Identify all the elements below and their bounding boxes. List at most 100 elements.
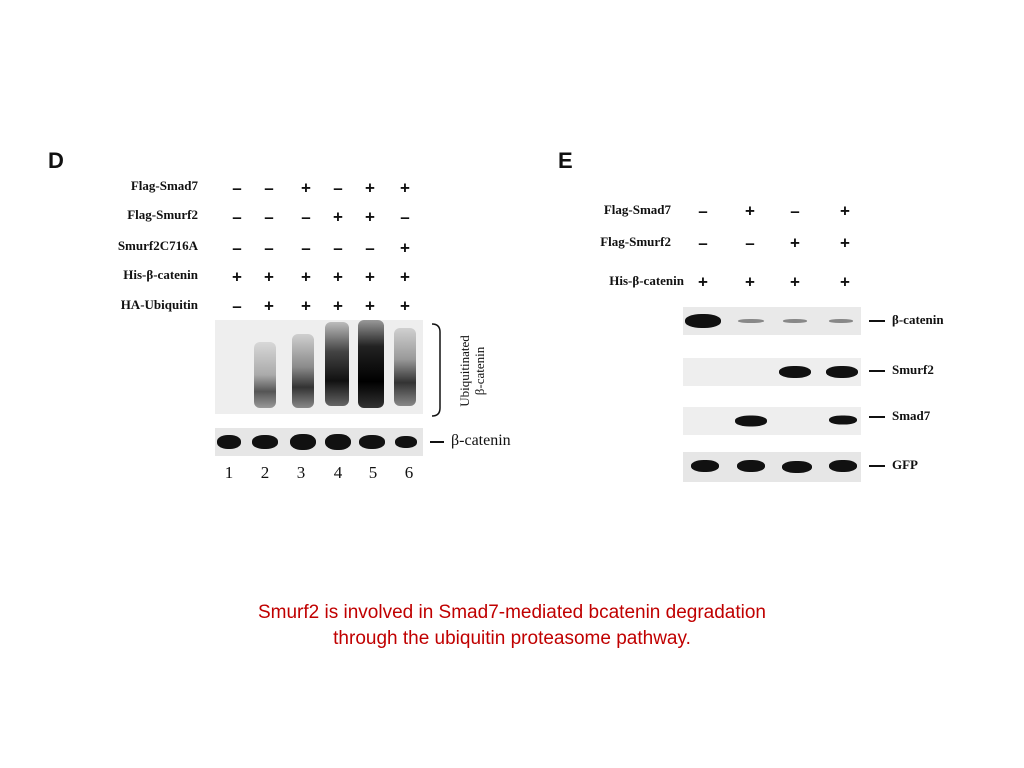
band xyxy=(252,435,278,449)
lane-number: 1 xyxy=(224,463,234,482)
panel-e-sign: + xyxy=(790,272,800,292)
panel-d-sign: + xyxy=(400,267,410,287)
caption-line-1: Smurf2 is involved in Smad7-mediated bca… xyxy=(257,602,767,623)
panel-d-letter: D xyxy=(48,148,64,173)
panel-d-sign: – xyxy=(264,238,274,258)
panel-e-smad7-blot xyxy=(683,407,861,435)
panel-d-sign: + xyxy=(365,178,375,198)
panel-d-sign: + xyxy=(400,238,410,258)
panel-e-smurf2-blot xyxy=(683,358,861,386)
band xyxy=(395,436,417,448)
smear-lane-5 xyxy=(358,320,384,408)
band xyxy=(738,319,764,323)
panel-d-row-label: Flag-Smurf2 xyxy=(127,207,198,222)
panel-e-sign: + xyxy=(745,201,755,221)
marker-dash xyxy=(869,416,885,418)
panel-e-letter: E xyxy=(558,148,573,173)
panel-d-sign: + xyxy=(333,296,343,316)
panel-d-ubiquitin-blot xyxy=(215,320,423,414)
band xyxy=(782,461,812,473)
panel-d-sign: + xyxy=(264,267,274,287)
panel-d-sign: – xyxy=(232,178,242,198)
smear-lane-2 xyxy=(254,342,276,408)
band xyxy=(691,460,719,472)
panel-e-sign: + xyxy=(840,272,850,292)
panel-d-row-label: HA-Ubiquitin xyxy=(120,297,198,312)
panel-e-marker: β-catenin xyxy=(892,312,944,327)
panel-e-sign: + xyxy=(745,272,755,292)
panel-d-sign: + xyxy=(264,296,274,316)
panel-e-row-label: Flag-Smurf2 xyxy=(600,234,671,249)
marker-dash xyxy=(869,370,885,372)
panel-d-sign: + xyxy=(365,267,375,287)
ubiquitinated-beta-catenin-label: Ubiquitinated β-catenin xyxy=(457,335,487,407)
panel-d-sign: – xyxy=(301,238,311,258)
smear-lane-6 xyxy=(394,328,416,406)
caption-line-2: through the ubiquitin proteasome pathway… xyxy=(333,628,691,649)
panel-d-sign: + xyxy=(333,267,343,287)
panel-d-row-label: His-β-catenin xyxy=(123,267,198,282)
band xyxy=(779,366,811,378)
panel-d-sign: – xyxy=(365,238,375,258)
panel-d-sign: + xyxy=(232,267,242,287)
band xyxy=(783,319,807,323)
marker-dash xyxy=(869,320,885,322)
band xyxy=(826,366,858,378)
panel-e-sign: + xyxy=(840,233,850,253)
lane-number: 4 xyxy=(333,463,343,482)
panel-d-sign: + xyxy=(333,207,343,227)
panel-d-sign: – xyxy=(264,178,274,198)
marker-dash xyxy=(430,441,444,443)
panel-d-row-label: Flag-Smad7 xyxy=(130,178,198,193)
panel-e-beta-catenin-blot xyxy=(683,307,861,335)
band xyxy=(359,435,385,449)
lane-number: 5 xyxy=(368,463,378,482)
panel-e-row-label: His-β-catenin xyxy=(609,273,684,288)
panel-e-sign: – xyxy=(790,201,800,221)
band xyxy=(290,434,316,450)
panel-d-sign: – xyxy=(232,296,242,316)
band xyxy=(829,460,857,472)
ubiquitinated-bracket xyxy=(431,323,441,417)
panel-d-sign: – xyxy=(333,238,343,258)
panel-d-sign: – xyxy=(264,207,274,227)
panel-e-sign: – xyxy=(698,233,708,253)
panel-d-sign: – xyxy=(400,207,410,227)
panel-e-marker: GFP xyxy=(892,457,918,472)
panel-e-marker: Smad7 xyxy=(892,408,931,423)
panel-e-gfp-blot xyxy=(683,452,861,482)
panel-d-sign: + xyxy=(301,267,311,287)
panel-e-sign: + xyxy=(698,272,708,292)
panel-e-row-label: Flag-Smad7 xyxy=(603,202,671,217)
band xyxy=(325,434,351,450)
panel-d-sign: + xyxy=(365,296,375,316)
lane-number: 6 xyxy=(404,463,414,482)
panel-e-sign: – xyxy=(698,201,708,221)
panel-d-sign: + xyxy=(400,178,410,198)
smear-lane-3 xyxy=(292,334,314,408)
lane-number: 2 xyxy=(260,463,270,482)
panel-e-marker: Smurf2 xyxy=(892,362,934,377)
panel-e-sign: + xyxy=(840,201,850,221)
panel-d-sign: – xyxy=(301,207,311,227)
band xyxy=(735,415,767,427)
panel-d-beta-catenin-marker: β-catenin xyxy=(451,432,511,449)
panel-d-sign: – xyxy=(333,178,343,198)
band xyxy=(829,319,853,323)
panel-d-beta-catenin-blot xyxy=(215,428,423,456)
panel-d-sign: + xyxy=(301,178,311,198)
panel-d-sign: – xyxy=(232,238,242,258)
band xyxy=(737,460,765,472)
band xyxy=(829,415,857,425)
smear-lane-4 xyxy=(325,322,349,406)
marker-dash xyxy=(869,465,885,467)
panel-d-row-label: Smurf2C716A xyxy=(117,238,198,253)
lane-number: 3 xyxy=(296,463,306,482)
panel-e-sign: + xyxy=(790,233,800,253)
figure-caption: Smurf2 is involved in Smad7-mediated bca… xyxy=(0,600,1024,652)
panel-d-sign: + xyxy=(301,296,311,316)
band xyxy=(217,435,241,449)
panel-d-sign: + xyxy=(365,207,375,227)
band xyxy=(685,314,721,328)
panel-d-sign: + xyxy=(400,296,410,316)
